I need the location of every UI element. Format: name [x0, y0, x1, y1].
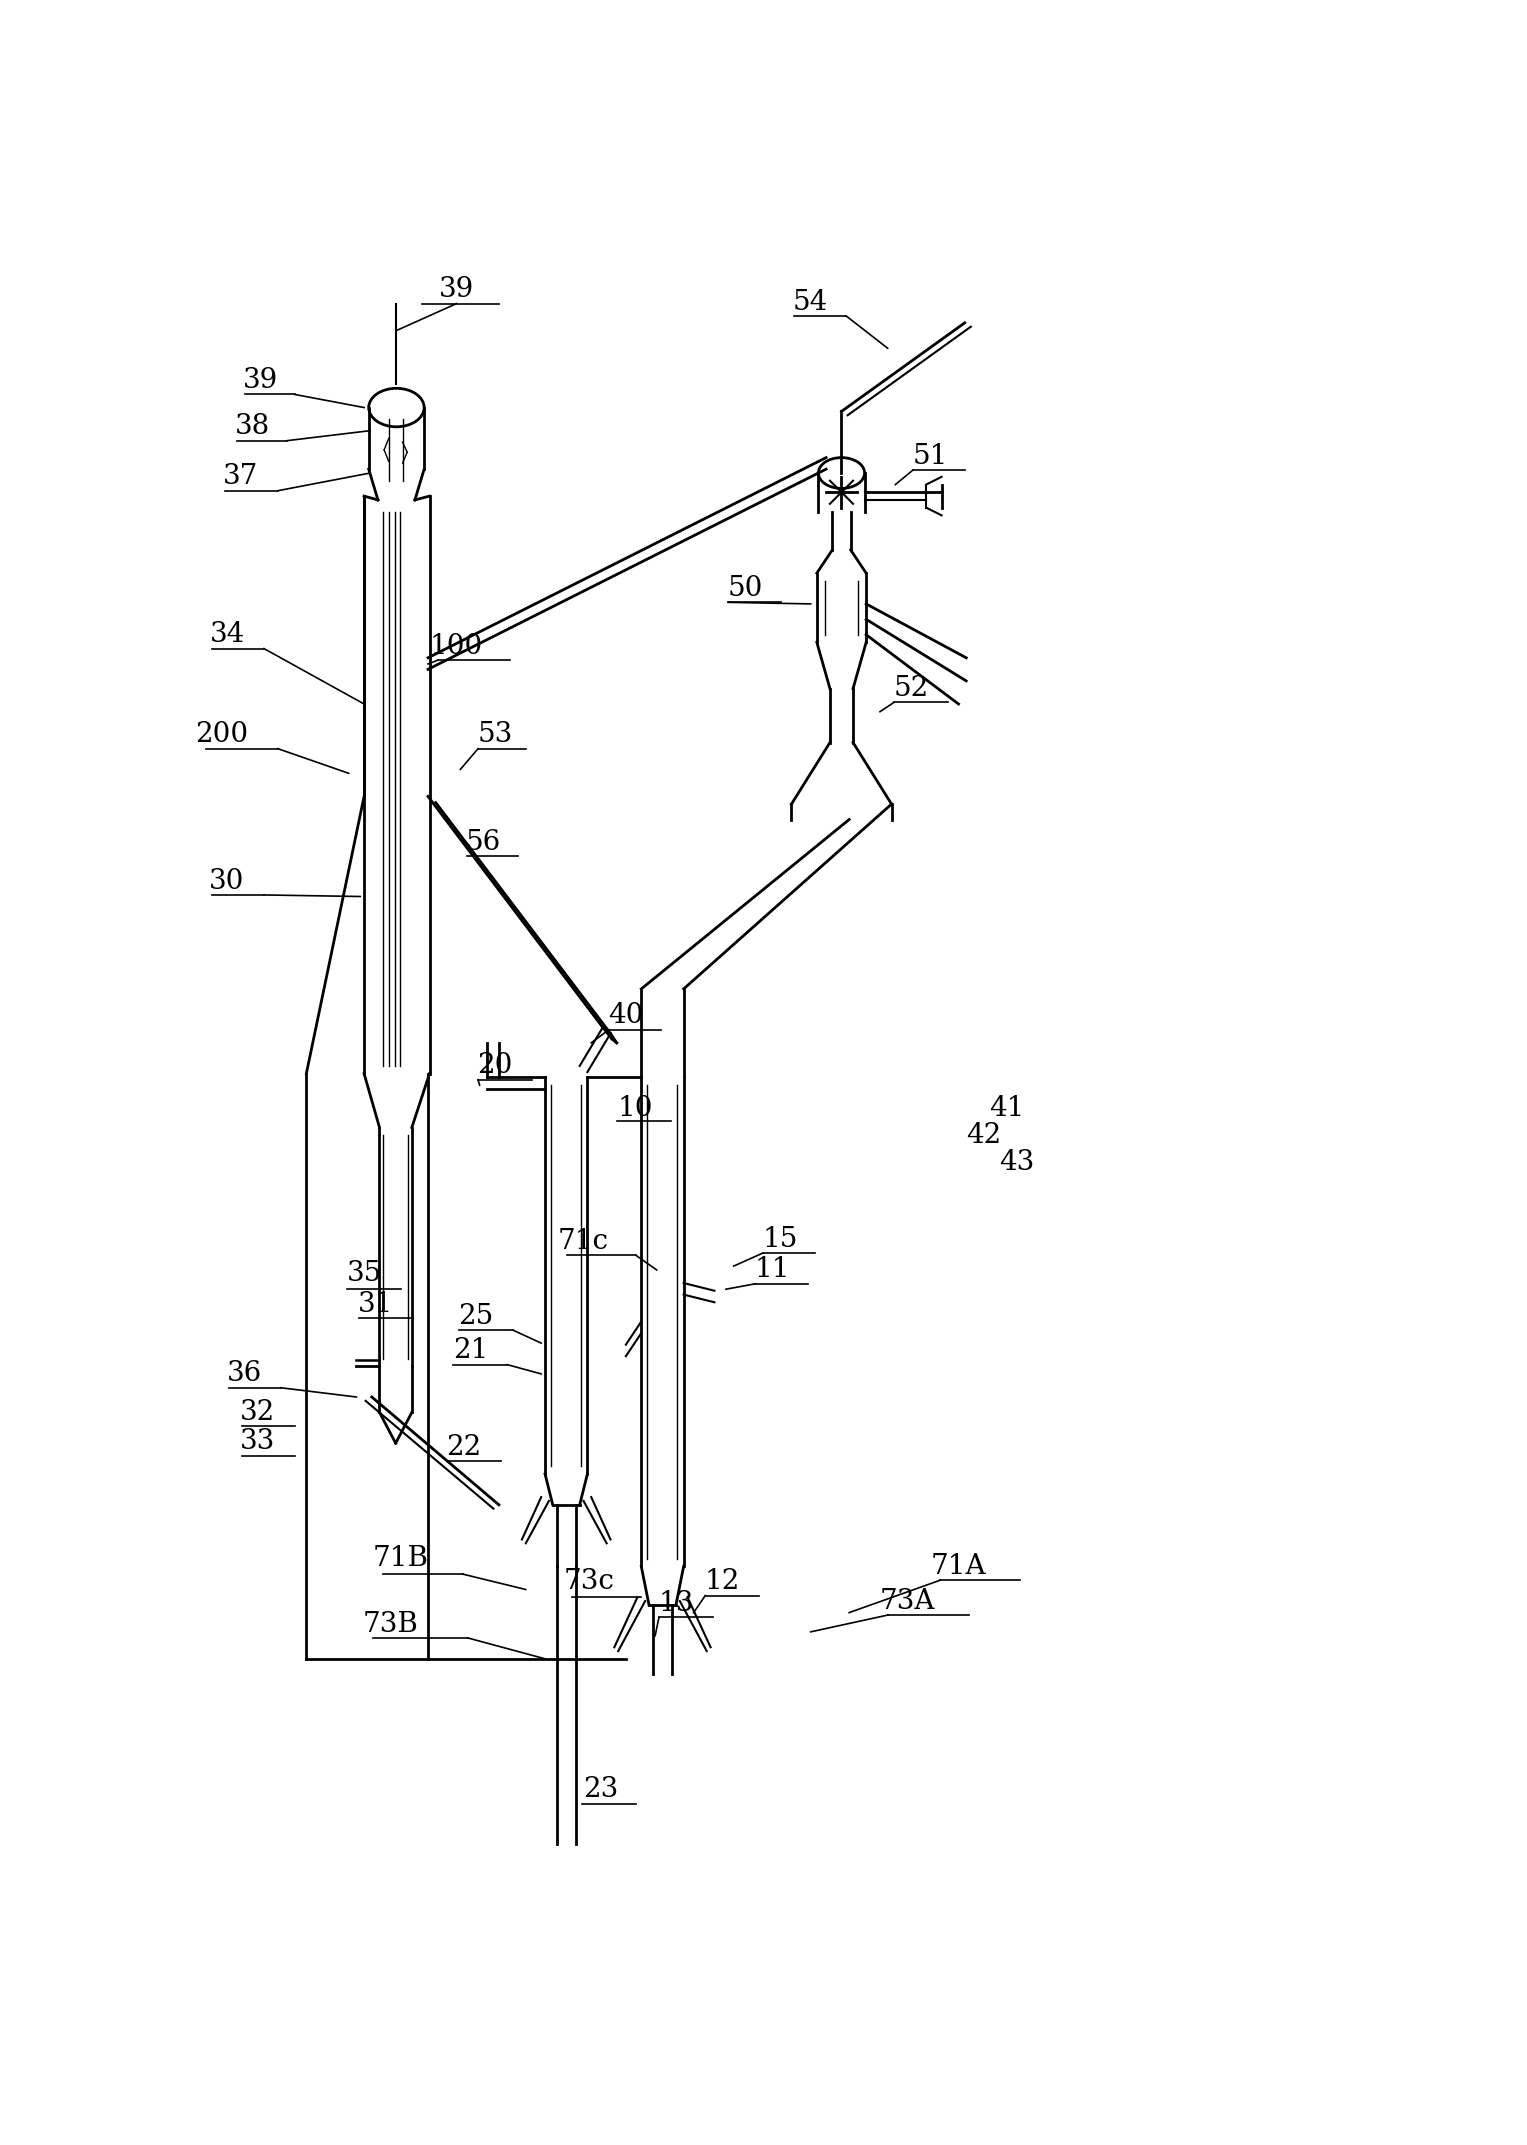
Text: 73A: 73A — [880, 1587, 935, 1615]
Text: 200: 200 — [195, 721, 249, 749]
Text: 43: 43 — [1000, 1150, 1035, 1175]
Text: 71A: 71A — [931, 1553, 986, 1581]
Text: 31: 31 — [357, 1291, 394, 1317]
Text: 51: 51 — [912, 442, 948, 470]
Text: 23: 23 — [583, 1776, 618, 1804]
Text: 39: 39 — [243, 367, 278, 395]
Text: 52: 52 — [893, 676, 928, 701]
Text: 100: 100 — [431, 633, 483, 661]
Text: 40: 40 — [608, 1002, 643, 1030]
Text: 13: 13 — [658, 1589, 693, 1617]
Text: 39: 39 — [438, 277, 473, 302]
Text: 35: 35 — [347, 1261, 382, 1287]
Text: 10: 10 — [617, 1094, 654, 1122]
Text: 32: 32 — [240, 1399, 275, 1426]
Text: 71B: 71B — [373, 1544, 429, 1572]
Text: 21: 21 — [452, 1336, 489, 1364]
Text: 73B: 73B — [363, 1611, 418, 1637]
Text: 56: 56 — [466, 830, 501, 856]
Text: 34: 34 — [209, 622, 244, 648]
Text: 73c: 73c — [563, 1568, 614, 1596]
Text: 53: 53 — [478, 721, 513, 749]
Text: 15: 15 — [762, 1225, 797, 1253]
Text: 22: 22 — [446, 1433, 483, 1461]
Text: 33: 33 — [240, 1429, 275, 1454]
Text: 11: 11 — [754, 1257, 789, 1283]
Text: 37: 37 — [223, 463, 258, 491]
Text: 20: 20 — [478, 1053, 513, 1079]
Text: 12: 12 — [704, 1568, 739, 1596]
Text: 41: 41 — [989, 1094, 1025, 1122]
Text: 54: 54 — [793, 290, 828, 315]
Text: 25: 25 — [458, 1302, 493, 1330]
Text: 38: 38 — [235, 414, 270, 440]
Text: 36: 36 — [228, 1360, 263, 1388]
Text: 30: 30 — [209, 867, 244, 894]
Text: 50: 50 — [727, 575, 764, 603]
Text: 71c: 71c — [557, 1227, 609, 1255]
Text: 42: 42 — [967, 1122, 1002, 1150]
